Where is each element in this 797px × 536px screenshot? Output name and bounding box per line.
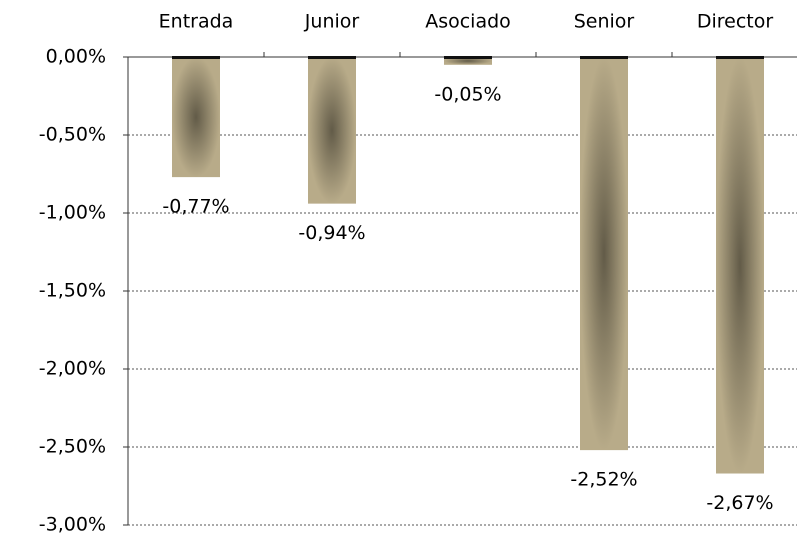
bar xyxy=(172,57,220,178)
bar xyxy=(308,57,356,204)
bar-cap xyxy=(580,56,628,59)
value-label: -2,52% xyxy=(570,469,637,491)
y-tick-label: -1,00% xyxy=(39,202,106,224)
x-tick-label: Senior xyxy=(574,11,635,33)
y-tick-label: -3,00% xyxy=(39,514,106,536)
value-label: -0,05% xyxy=(434,83,501,105)
value-label: -0,77% xyxy=(162,196,229,218)
y-tick-label: -1,50% xyxy=(39,280,106,302)
bar-cap xyxy=(716,56,764,59)
value-label: -2,67% xyxy=(706,492,773,514)
x-tick-label: Director xyxy=(697,11,774,33)
bar-cap xyxy=(172,56,220,59)
y-tick-label: -0,50% xyxy=(39,124,106,146)
y-tick-label: -2,00% xyxy=(39,358,106,380)
x-tick-label: Entrada xyxy=(159,11,234,33)
x-tick-label: Junior xyxy=(304,11,360,33)
bar xyxy=(444,57,492,65)
y-tick-label: 0,00% xyxy=(46,46,106,68)
bar xyxy=(716,57,764,474)
bar-cap xyxy=(444,56,492,59)
bar xyxy=(580,57,628,451)
x-tick-label: Asociado xyxy=(425,11,511,33)
y-tick-label: -2,50% xyxy=(39,436,106,458)
value-label: -0,94% xyxy=(298,222,365,244)
bar-cap xyxy=(308,56,356,59)
